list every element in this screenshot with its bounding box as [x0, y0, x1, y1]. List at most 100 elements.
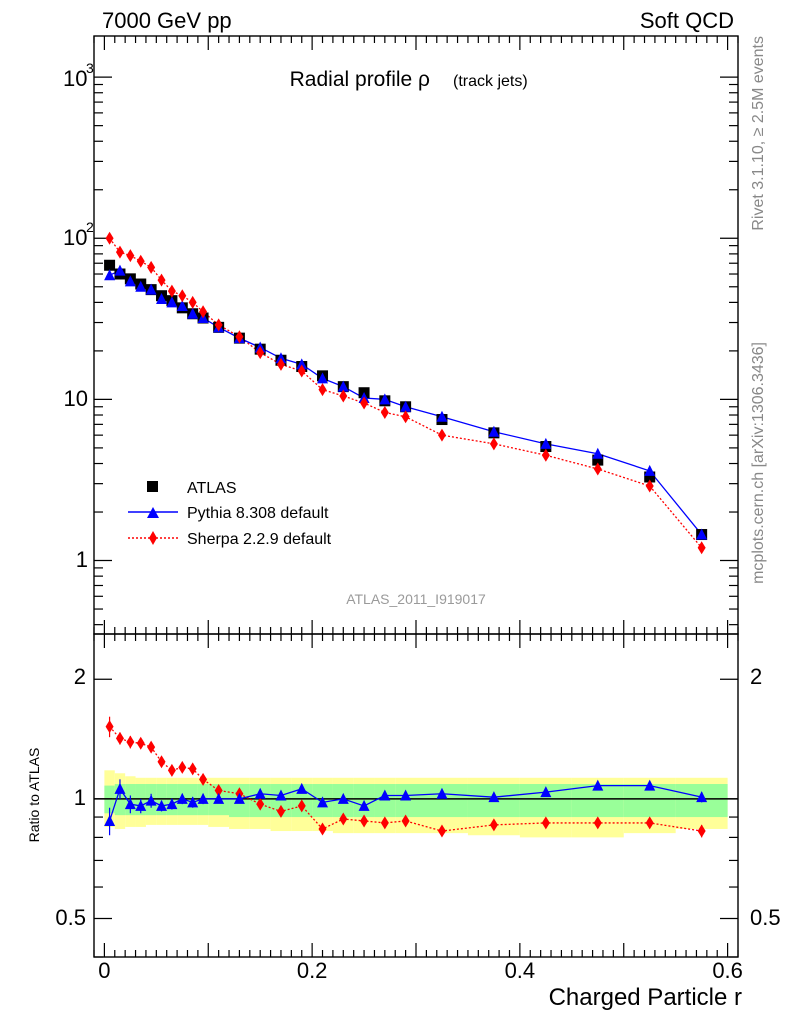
ratio-sherpa-point [437, 824, 446, 838]
atlas-point [592, 454, 604, 466]
pythia-point [114, 264, 126, 276]
xtick-label-0.2: 0.2 [297, 958, 328, 983]
ratio-pythia-point [592, 779, 604, 791]
legend-pythia-marker [147, 507, 159, 518]
ratio-ytick-label-2: 2 [74, 664, 86, 689]
sherpa-point [188, 295, 197, 309]
ratio-sherpa-point [105, 720, 114, 734]
ratio-pythia-point [197, 792, 209, 804]
pythia-point [379, 393, 391, 405]
pythia-point [104, 269, 116, 281]
legend-sherpa-marker [149, 531, 157, 545]
sherpa-point [126, 249, 135, 263]
rivet-version-text: Rivet 3.1.10, ≥ 2.5M events [750, 36, 767, 231]
ratio-pythia-point [337, 792, 349, 804]
ratio-pythia-point [358, 799, 370, 811]
pythia-point [400, 400, 412, 412]
ratio-ylabel: Ratio to ATLAS [26, 748, 42, 843]
ratio-pythia-point [296, 782, 308, 794]
sherpa-point [339, 389, 348, 403]
sherpa-point [136, 254, 145, 268]
ratio-sherpa-point [214, 783, 223, 797]
ratio-pythia-point [213, 792, 225, 804]
ytick-label-10: 10 [64, 386, 88, 411]
ratio-sherpa-point [147, 740, 156, 754]
ratio-sherpa-point [380, 816, 389, 830]
pythia-point [540, 437, 552, 449]
plot-title: Radial profile ρ [290, 68, 430, 91]
sherpa-point [256, 346, 265, 360]
sherpa-point [697, 541, 706, 555]
pythia-point [135, 280, 147, 292]
sherpa-point [147, 260, 156, 274]
ratio-band-inner [270, 784, 292, 818]
xtick-labels: 0 0.2 0.4 0.6 [98, 958, 743, 983]
main-panel: 10 3 10 2 10 1 Radial profile ρ (track j… [63, 35, 739, 635]
pythia-point [488, 425, 500, 437]
ratio-pythia-point [254, 787, 266, 799]
ratio-band-inner [374, 784, 396, 818]
ratio-sherpa-point [489, 818, 498, 832]
ratio-sherpa-point [178, 760, 187, 774]
ratio-pythia-point [176, 792, 188, 804]
xtick-label-0.4: 0.4 [505, 958, 536, 983]
ratio-pythia-point [156, 799, 168, 811]
ratio-ytick-label-right-0.5: 0.5 [750, 905, 781, 930]
ratio-ytick-label-0.5: 0.5 [55, 905, 86, 930]
pythia-point [317, 372, 329, 384]
ratio-pythia-point [436, 787, 448, 799]
ratio-sherpa-point [199, 772, 208, 786]
ratio-sherpa-point [188, 762, 197, 776]
ratio-pythia-point [114, 782, 126, 794]
ratio-sherpa-point [167, 763, 176, 777]
analysis-id: ATLAS_2011_I919017 [346, 591, 486, 607]
sherpa-point [214, 318, 223, 332]
legend-sherpa-label: Sherpa 2.2.9 default [187, 531, 332, 548]
ratio-sherpa-point [645, 816, 654, 830]
pythia-point [644, 464, 656, 476]
sherpa-point [380, 405, 389, 419]
sherpa-point [401, 410, 410, 424]
ratio-pythia-point [644, 779, 656, 791]
sherpa-point [318, 383, 327, 397]
ratio-pythia-point [145, 794, 157, 806]
ratio-pythia-point [166, 798, 178, 810]
ratio-ytick-label-right-2: 2 [750, 664, 762, 689]
ratio-sherpa-point [136, 736, 145, 750]
ytick-label-1: 1 [76, 547, 88, 572]
ratio-pythia-point [135, 799, 147, 811]
ratio-sherpa-point [401, 814, 410, 828]
ratio-sherpa-point [115, 731, 124, 745]
ratio-pythia-point [187, 796, 199, 808]
sherpa-point [235, 330, 244, 344]
legend-atlas-label: ATLAS [187, 480, 237, 497]
ytick-label-100-exp: 2 [86, 219, 94, 235]
ratio-ticks [93, 634, 739, 958]
sherpa-point [167, 284, 176, 298]
ratio-sherpa-line [109, 726, 702, 832]
sherpa-point [437, 428, 446, 442]
pythia-point [296, 358, 308, 370]
sherpa-point [645, 479, 654, 493]
pythia-point [592, 447, 604, 459]
ratio-pythia-point [233, 792, 245, 804]
mcplots-reference-text: mcplots.cern.ch [arXiv:1306.3436] [750, 342, 767, 584]
header-left: 7000 GeV pp [102, 8, 232, 33]
ratio-pythia-point [317, 796, 329, 808]
pythia-point [696, 528, 708, 540]
ratio-ytick-label-1: 1 [74, 785, 86, 810]
main-ticks [93, 36, 739, 634]
pythia-point [436, 410, 448, 422]
header-right: Soft QCD [640, 8, 734, 33]
ratio-pythia-point [104, 814, 116, 826]
ratio-sherpa-point [256, 797, 265, 811]
atlas-point [644, 471, 656, 483]
ratio-panel: 2 1 0.5 2 0.5 Ratio to ATLAS [26, 633, 781, 958]
sherpa-point [178, 289, 187, 303]
pythia-point [166, 296, 178, 308]
atlas-point [104, 259, 116, 271]
ytick-label-1000-base: 10 [63, 66, 87, 91]
sherpa-point [297, 364, 306, 378]
sherpa-point [541, 448, 550, 462]
